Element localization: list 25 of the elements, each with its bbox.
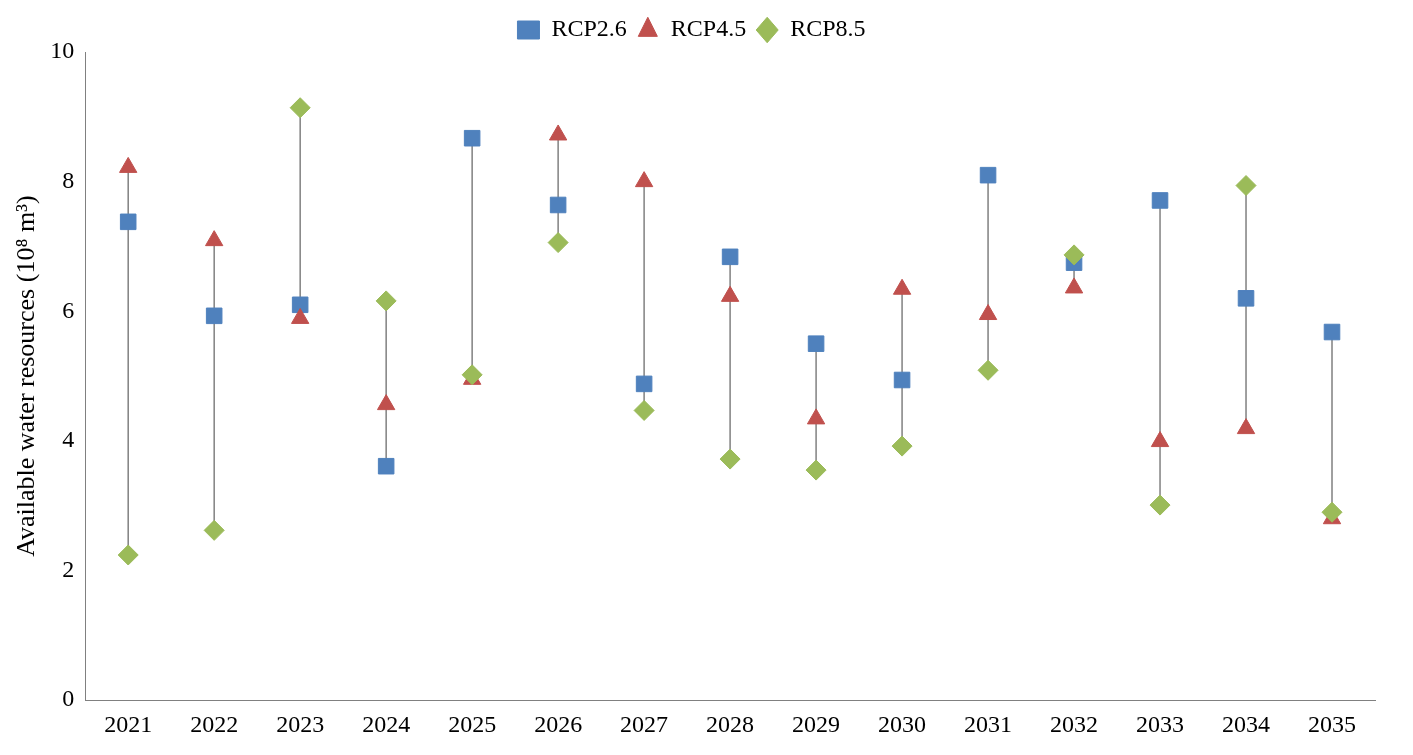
y-tick-label: 0	[62, 685, 75, 712]
x-tick-label: 2035	[1308, 710, 1357, 737]
y-axis-title: Available water resources (10⁸ m³)	[11, 195, 41, 557]
x-tick-label: 2028	[706, 710, 755, 737]
legend-label: RCP2.6	[551, 15, 627, 42]
x-tick-label: 2034	[1222, 710, 1271, 737]
x-tick-label: 2029	[792, 710, 841, 737]
x-tick-label: 2031	[964, 710, 1013, 737]
x-tick-label: 2033	[1136, 710, 1185, 737]
y-tick-label: 4	[62, 426, 75, 453]
y-tick-label: 6	[62, 296, 75, 323]
x-tick-label: 2023	[276, 710, 325, 737]
legend-label: RCP4.5	[670, 15, 747, 42]
x-tick-label: 2026	[534, 710, 583, 737]
y-tick-label: 8	[62, 166, 75, 193]
x-tick-label: 2032	[1050, 710, 1099, 737]
x-tick-label: 2022	[190, 710, 239, 737]
x-tick-label: 2025	[448, 710, 497, 737]
x-tick-label: 2021	[104, 710, 153, 737]
y-tick-label: 10	[50, 37, 75, 64]
legend-label: RCP8.5	[790, 15, 866, 42]
x-tick-label: 2027	[620, 710, 669, 737]
x-tick-label: 2024	[362, 710, 411, 737]
y-tick-label: 2	[62, 555, 75, 582]
x-tick-label: 2030	[878, 710, 927, 737]
